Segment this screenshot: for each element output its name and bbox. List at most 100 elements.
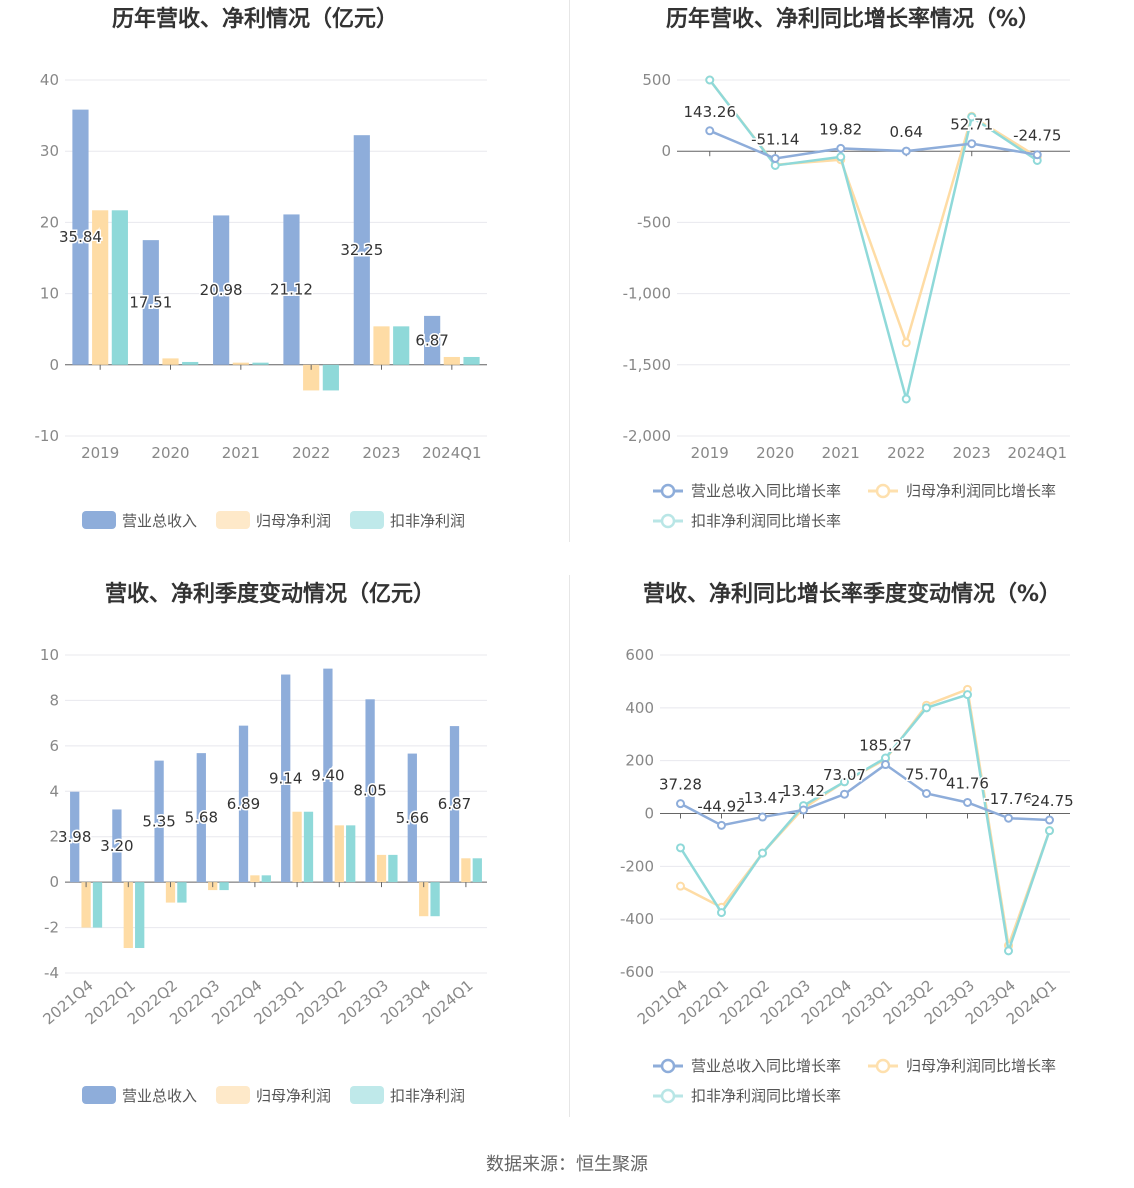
line-point xyxy=(901,146,911,156)
legend-marker xyxy=(660,483,676,499)
y-tick-label: -600 xyxy=(620,963,654,981)
data-label: 37.28 xyxy=(659,776,702,794)
bar xyxy=(196,753,206,883)
bar xyxy=(373,326,390,365)
line-point xyxy=(836,143,846,153)
bar xyxy=(419,882,429,917)
y-tick-label: -4 xyxy=(44,964,59,982)
bottom-divider xyxy=(569,575,570,1117)
legend-label: 归母净利润同比增长率 xyxy=(906,1057,1056,1075)
y-tick-label: 10 xyxy=(40,646,59,664)
bar xyxy=(472,858,482,883)
x-tick-label: 2019 xyxy=(691,444,729,462)
bar xyxy=(70,791,80,883)
x-tick-label: 2023 xyxy=(953,444,991,462)
line-point xyxy=(840,789,849,799)
y-tick-label: 30 xyxy=(40,142,59,160)
bar xyxy=(376,854,387,883)
data-label: -24.75 xyxy=(1013,127,1061,145)
bar xyxy=(111,210,128,365)
y-tick-label: -2,000 xyxy=(623,427,671,445)
bar xyxy=(252,362,269,365)
bar xyxy=(250,875,260,883)
legend-label: 营业总收入 xyxy=(122,512,197,530)
data-label: 185.27 xyxy=(859,737,912,755)
line-point xyxy=(881,760,890,770)
line-point xyxy=(1032,150,1042,160)
data-source: 数据来源：恒生聚源 xyxy=(486,1154,648,1175)
x-tick-label: 2021 xyxy=(822,444,860,462)
annual-amount-chart-svg: 历年营收、净利情况（亿元） -10 0 10 20 30 40 35.84 17.51 20.98… xyxy=(35,6,487,530)
line-point xyxy=(922,703,931,713)
bar xyxy=(388,854,398,883)
bar xyxy=(92,882,103,928)
y-tick-label: 0 xyxy=(49,356,59,374)
line-point xyxy=(758,848,767,858)
bar xyxy=(424,315,441,365)
legend-swatch xyxy=(350,1086,384,1104)
data-label: 3.20 xyxy=(100,837,133,855)
data-label: 3.98 xyxy=(58,828,91,846)
annual-growth-chart: 历年营收、净利同比增长率情况（%） -2,000 -1,500 -1,000 -500 0… xyxy=(570,0,1134,550)
line-point xyxy=(963,690,972,700)
bar xyxy=(463,356,480,365)
x-tick-label: 2024Q1 xyxy=(422,444,482,462)
series-line xyxy=(679,687,1051,947)
legend-swatch xyxy=(82,1086,116,1104)
bar xyxy=(303,811,314,883)
quarterly-growth-chart: 营收、净利同比增长率季度变动情况（%） -600 -400 -200 0 200 400 60… xyxy=(570,575,1134,1125)
legend-marker xyxy=(660,1058,676,1074)
bar xyxy=(232,362,249,365)
quarterly-growth-chart-svg: 营收、净利同比增长率季度变动情况（%） -600 -400 -200 0 200 400 60… xyxy=(620,581,1075,1105)
bar xyxy=(219,882,229,891)
line-point xyxy=(922,789,931,799)
chart-title: 历年营收、净利同比增长率情况（%） xyxy=(666,6,1040,32)
bar xyxy=(135,882,145,949)
data-label: 35.84 xyxy=(59,228,102,246)
data-label: 8.05 xyxy=(353,782,386,800)
data-label: 20.98 xyxy=(200,281,243,299)
data-label: 0.64 xyxy=(890,123,923,141)
y-tick-label: -400 xyxy=(620,910,654,928)
bar xyxy=(334,825,344,883)
line-point xyxy=(758,812,767,822)
y-tick-label: -500 xyxy=(637,213,671,231)
quarterly-amount-chart: 营收、净利季度变动情况（亿元） -4 -2 0 2 4 6 8 10 3.98 3.20 5.35 5.… xyxy=(0,575,568,1125)
annual-growth-chart-svg: 历年营收、净利同比增长率情况（%） -2,000 -1,500 -1,000 -500 0… xyxy=(623,6,1070,530)
y-tick-label: 0 xyxy=(661,142,671,160)
y-tick-label: 0 xyxy=(49,873,59,891)
x-tick-label: 2022 xyxy=(292,444,330,462)
line-point xyxy=(717,908,726,918)
bar xyxy=(461,858,471,883)
data-label: 5.66 xyxy=(396,809,429,827)
bar xyxy=(72,109,89,365)
bar xyxy=(112,809,122,883)
y-tick-label: -1,000 xyxy=(623,285,671,303)
bar xyxy=(182,361,199,365)
line-point xyxy=(901,394,911,404)
data-label: 9.40 xyxy=(311,766,344,784)
legend-label: 归母净利润同比增长率 xyxy=(906,482,1056,500)
data-label: 5.35 xyxy=(142,812,175,830)
legend-label: 归母净利润 xyxy=(256,1087,331,1105)
series-line xyxy=(709,129,1038,160)
bar xyxy=(443,356,460,365)
line-point xyxy=(676,799,685,809)
legend-label: 扣非净利润同比增长率 xyxy=(691,1087,841,1105)
legend-marker xyxy=(875,483,891,499)
x-tick-label: 2020 xyxy=(756,444,794,462)
y-tick-label: -1,500 xyxy=(623,356,671,374)
line-point xyxy=(901,338,911,348)
data-label: 5.68 xyxy=(185,809,218,827)
y-tick-label: 6 xyxy=(49,737,59,755)
data-label: -24.75 xyxy=(1025,792,1073,810)
legend-swatch xyxy=(350,511,384,529)
bar xyxy=(323,668,333,883)
bar xyxy=(213,215,230,365)
x-tick-label: 2024Q1 xyxy=(1007,444,1067,462)
line-point xyxy=(676,843,685,853)
legend-label: 扣非净利润 xyxy=(390,1087,465,1105)
data-label: 41.76 xyxy=(946,774,989,792)
x-tick-label: 2023 xyxy=(362,444,400,462)
chart-title: 营收、净利季度变动情况（亿元） xyxy=(105,581,435,607)
